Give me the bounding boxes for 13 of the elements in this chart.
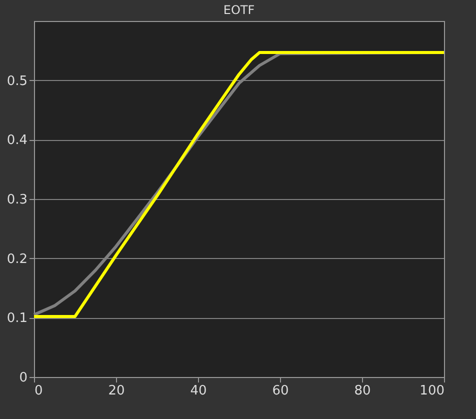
- x-tick-label: 100: [420, 384, 444, 398]
- y-tick-label: 0.3: [6, 192, 28, 208]
- y-tick-label: 0.1: [6, 311, 28, 326]
- x-tick-label: 60: [272, 384, 289, 398]
- y-tick-label: 0.4: [6, 133, 28, 148]
- x-tick-label: 20: [108, 384, 125, 398]
- x-tick-label: 0: [34, 384, 43, 398]
- x-tick-label: 80: [354, 384, 371, 398]
- chart-title: EOTF: [223, 3, 255, 17]
- y-tick-label: 0.5: [6, 74, 28, 89]
- y-tick-label: 0: [19, 370, 28, 386]
- x-tick-label: 40: [190, 384, 207, 398]
- y-tick-label: 0.2: [6, 252, 28, 267]
